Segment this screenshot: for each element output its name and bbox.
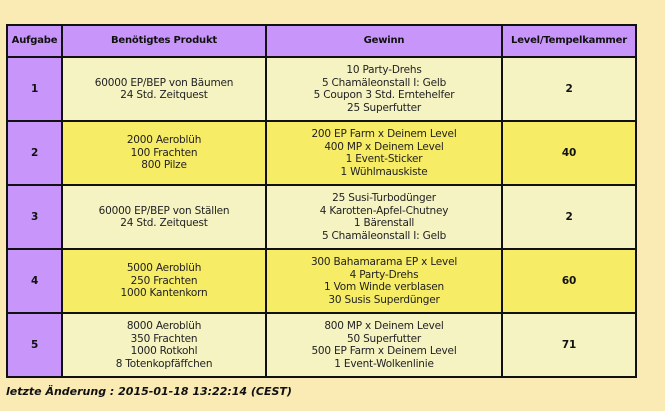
gewinn-line: 5 Chamäleonstall I: Gelb (321, 76, 447, 89)
produkt-cell: 60000 EP/BEP von Bäumen 24 Std. Zeitquest (61, 56, 267, 122)
produkt-cell: 2000 Aeroblüh 100 Frachten 800 Pilze (61, 120, 267, 186)
produkt-cell: 5000 Aeroblüh 250 Frachten 1000 Kantenkorn (61, 248, 267, 314)
gewinn-line: 1 Wühlmauskiste (340, 165, 428, 178)
produkt-line: 24 Std. Zeitquest (120, 217, 208, 229)
produkt-cell: 8000 Aeroblüh 350 Frachten 1000 Rotkohl 8 T… (61, 312, 267, 378)
gewinn-line: 4 Party-Drehs (349, 268, 419, 281)
gewinn-line: 5 Coupon 3 Std. Erntehelfer (313, 89, 455, 101)
table-row: 2 2000 Aeroblüh 100 Frachten 800 Pilze 200 E… (6, 120, 637, 186)
aufgabe-cell: 1 (6, 56, 63, 122)
produkt-line: 60000 EP/BEP von Bäumen (94, 76, 234, 89)
aufgabe-cell: 3 (6, 184, 63, 250)
gewinn-cell: 10 Party-Drehs 5 Chamäleonstall I: Gelb 5 … (265, 56, 503, 122)
produkt-line: 100 Frachten (130, 146, 198, 159)
last-modified: letzte Änderung : 2015-01-18 13:22:14 (C… (6, 385, 292, 398)
gewinn-cell: 800 MP x Deinem Level 50 Superfutter 500 E… (265, 312, 503, 378)
gewinn-line: 200 EP Farm x Deinem Level (311, 128, 457, 140)
gewinn-line: 1 Event-Sticker (345, 153, 423, 165)
gewinn-line: 4 Karotten-Apfel-Chutney (319, 204, 449, 217)
quest-table: Aufgabe Benötigtes Produkt Gewinn Level/… (6, 24, 637, 378)
produkt-line: 800 Pilze (141, 159, 187, 172)
header-level: Level/Tempelkammer (501, 24, 637, 58)
produkt-line: 8 Totenkopfäffchen (115, 357, 213, 370)
table-row: 4 5000 Aeroblüh 250 Frachten 1000 Kantenkor… (6, 248, 637, 314)
level-cell: 2 (501, 56, 637, 122)
header-aufgabe: Aufgabe (6, 24, 63, 58)
gewinn-line: 300 Bahamarama EP x Level (310, 256, 458, 268)
produkt-line: 24 Std. Zeitquest (120, 89, 208, 101)
gewinn-line: 400 MP x Deinem Level (324, 140, 444, 153)
table-row: 5 8000 Aeroblüh 350 Frachten 1000 Rotkohl 8 … (6, 312, 637, 378)
produkt-line: 1000 Kantenkorn (120, 287, 208, 300)
aufgabe-cell: 5 (6, 312, 63, 378)
header-row: Aufgabe Benötigtes Produkt Gewinn Level/… (6, 24, 637, 58)
level-cell: 60 (501, 248, 637, 314)
produkt-cell: 60000 EP/BEP von Ställen 24 Std. Zeitques… (61, 184, 267, 250)
gewinn-line: 5 Chamäleonstall I: Gelb (321, 229, 447, 242)
produkt-line: 60000 EP/BEP von Ställen (98, 204, 230, 217)
gewinn-line: 1 Bärenstall (353, 217, 415, 229)
level-cell: 2 (501, 184, 637, 250)
produkt-line: 350 Frachten (130, 332, 198, 345)
level-cell: 40 (501, 120, 637, 186)
produkt-line: 1000 Rotkohl (130, 345, 198, 357)
produkt-line: 250 Frachten (130, 274, 198, 287)
gewinn-line: 1 Vom Winde verblasen (324, 281, 444, 293)
gewinn-cell: 200 EP Farm x Deinem Level 400 MP x Deine… (265, 120, 503, 186)
gewinn-line: 1 Event-Wolkenlinie (334, 357, 434, 370)
gewinn-cell: 300 Bahamarama EP x Level 4 Party-Drehs 1 … (265, 248, 503, 314)
aufgabe-cell: 2 (6, 120, 63, 186)
gewinn-line: 500 EP Farm x Deinem Level (311, 345, 457, 357)
gewinn-line: 800 MP x Deinem Level (324, 320, 444, 332)
aufgabe-cell: 4 (6, 248, 63, 314)
gewinn-line: 50 Superfutter (346, 332, 422, 345)
table-row: 1 60000 EP/BEP von Bäumen 24 Std. Zeitques… (6, 56, 637, 122)
produkt-line: 8000 Aeroblüh (126, 320, 202, 332)
gewinn-line: 25 Susi-Turbodünger (332, 192, 436, 204)
gewinn-cell: 25 Susi-Turbodünger 4 Karotten-Apfel-Chut… (265, 184, 503, 250)
level-cell: 71 (501, 312, 637, 378)
gewinn-line: 30 Susis Superdünger (328, 293, 440, 306)
table-row: 3 60000 EP/BEP von Ställen 24 Std. Zeitque… (6, 184, 637, 250)
header-gewinn: Gewinn (265, 24, 503, 58)
gewinn-line: 25 Superfutter (346, 101, 422, 114)
produkt-line: 5000 Aeroblüh (126, 262, 202, 275)
header-produkt: Benötigtes Produkt (61, 24, 267, 58)
gewinn-line: 10 Party-Drehs (346, 64, 422, 76)
produkt-line: 2000 Aeroblüh (126, 134, 202, 147)
